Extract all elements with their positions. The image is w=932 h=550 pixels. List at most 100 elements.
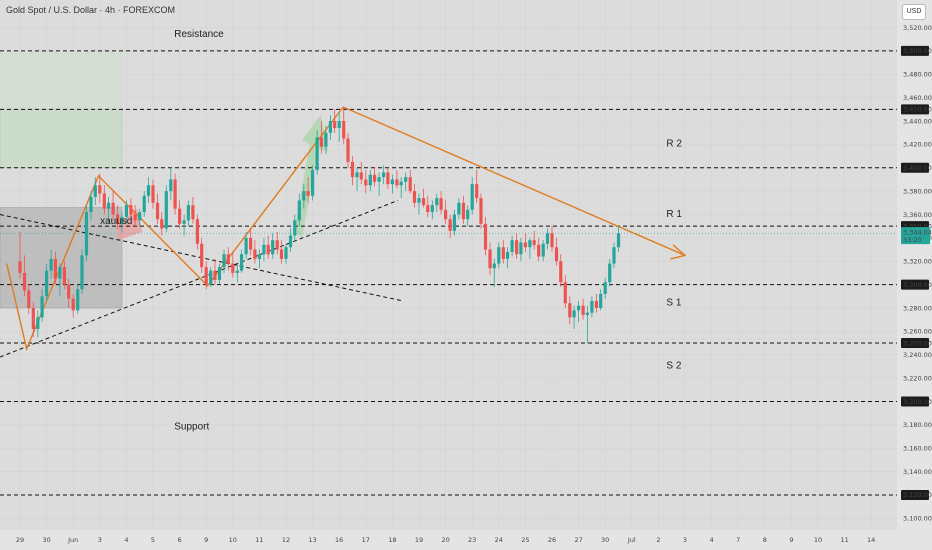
candle-bearish [488,249,492,269]
chart-title: Gold Spot / U.S. Dollar · 4h · FOREXCOM [6,5,176,15]
candle-bearish [501,247,505,259]
candle-bullish [404,177,408,182]
candle-bearish [594,300,599,308]
candle-bearish [386,172,390,185]
candle-bearish [18,261,22,273]
trendline-arrowhead [670,244,687,260]
candle-bullish [315,137,319,171]
candle-bullish [528,240,532,248]
candle-bullish [169,179,173,192]
candle-bearish [412,191,417,203]
time-tick-label: 9 [789,536,793,544]
candle-bearish [306,191,310,196]
candle-bullish [49,258,53,271]
time-tick-label: Jul [627,536,636,544]
time-tick-label: 26 [548,536,556,544]
price-label-bg [901,396,929,407]
candle-bearish [408,177,412,192]
price-tick-label: 3,520.00 [903,24,932,32]
candle-bearish [213,270,217,280]
candle-bullish [120,216,124,224]
price-tick-label: 3,480.00 [903,71,932,79]
candle-bearish [178,208,182,224]
candle-bullish [89,196,93,213]
candle-bearish [537,244,541,257]
candle-bullish [492,263,496,269]
time-tick-label: 4 [710,536,714,544]
time-tick-label: 11 [255,536,263,544]
price-tick-label: 3,250.00 [903,339,932,347]
price-tick-label: 3,200.00 [903,398,932,406]
candle-bullish [209,270,213,285]
time-tick-label: 7 [736,536,740,544]
time-tick-label: Jun [67,536,78,544]
chart-annotation: R 1 [666,209,682,220]
candle-bearish [27,290,31,308]
candle-bearish [319,137,323,147]
candle-bullish [186,205,190,221]
candle-bearish [129,205,133,215]
candle-bearish [204,267,208,285]
candle-bullish [608,263,612,283]
candle-bullish [505,251,510,259]
candle-bearish [98,185,102,194]
price-tick-label: 3,220.00 [903,374,932,382]
candle-bullish [244,237,248,255]
time-tick-label: 20 [441,536,449,544]
candle-bearish [426,205,430,213]
target-zone-lower [0,109,123,169]
currency-selector[interactable]: USD [902,4,926,20]
candle-bullish [40,296,44,318]
price-label-bg [901,338,929,349]
time-tick-label: 27 [574,536,582,544]
candle-bearish [563,282,567,304]
countdown-label: 33:20 [903,236,922,244]
candle-bullish [271,240,275,255]
time-tick-label: 14 [867,536,875,544]
candle-bullish [311,170,315,196]
candle-bullish [390,179,394,185]
candle-bullish [182,220,186,224]
candle-bearish [231,263,235,273]
candle-bullish [45,270,49,297]
candle-bearish [568,303,572,318]
price-label-bg [901,162,929,173]
price-label-bg [901,104,929,115]
price-tick-label: 3,360.00 [903,211,932,219]
price-label-bg [901,45,929,56]
candle-bullish [470,184,474,210]
price-tick-label: 3,380.00 [903,187,932,195]
candle-bullish [58,267,62,279]
price-tick-label: 3,120.00 [903,491,932,499]
time-tick-label: 17 [362,536,370,544]
candle-bullish [239,254,244,271]
candle-bullish [222,254,226,268]
chart-annotation: S 1 [666,298,681,309]
candle-bearish [160,219,164,229]
chart-annotation: xauusd [100,216,132,227]
chart-annotation: S 2 [666,361,681,372]
candle-bullish [324,132,328,147]
price-axis-panel [897,0,932,550]
time-tick-label: 11 [840,536,848,544]
price-tick-label: 3,240.00 [903,351,932,359]
candle-bearish [67,284,71,299]
price-tick-label: 3,320.00 [903,258,932,266]
candle-bearish [333,121,337,129]
candle-bullish [138,212,142,221]
candle-bearish [111,202,115,215]
candle-bullish [124,205,128,217]
candle-bullish [466,209,470,220]
candle-bullish [541,243,545,257]
candle-bearish [71,298,75,311]
candle-bullish [510,240,514,252]
candle-bullish [585,312,589,315]
candle-bullish [603,282,607,294]
current-price-badge [901,227,930,245]
time-tick-label: 10 [814,536,822,544]
candle-bearish [395,179,399,186]
candle-bullish [457,202,461,215]
candle-bullish [382,172,386,178]
